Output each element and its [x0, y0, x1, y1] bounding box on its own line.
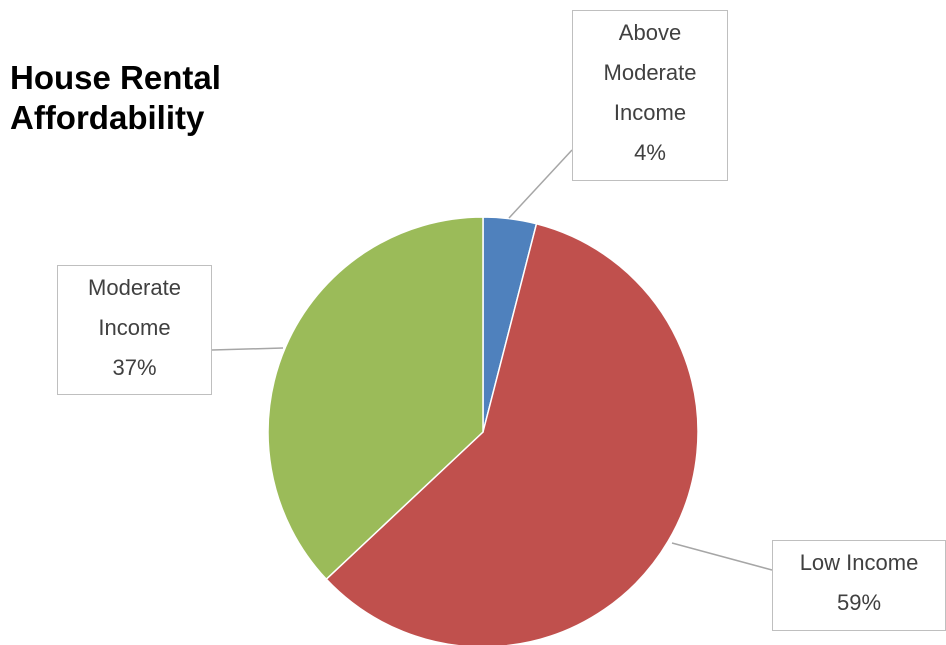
- pie-slice: [325, 222, 699, 645]
- leader-line: [211, 347, 284, 351]
- leader-line: [508, 149, 573, 219]
- category-label: Above Moderate Income: [603, 20, 697, 125]
- category-label: Moderate Income: [88, 275, 181, 340]
- data-label: Low Income 59%: [772, 540, 946, 631]
- value-label: 4%: [634, 140, 666, 165]
- leader-line: [671, 542, 773, 571]
- pie-slice: [267, 216, 484, 581]
- value-label: 37%: [112, 355, 157, 380]
- category-label: Low Income: [799, 550, 919, 575]
- data-label: Above Moderate Income 4%: [572, 10, 728, 181]
- chart-title: House Rental Affordability: [10, 59, 221, 136]
- data-label: Moderate Income 37%: [57, 265, 212, 395]
- value-label: 59%: [836, 590, 882, 615]
